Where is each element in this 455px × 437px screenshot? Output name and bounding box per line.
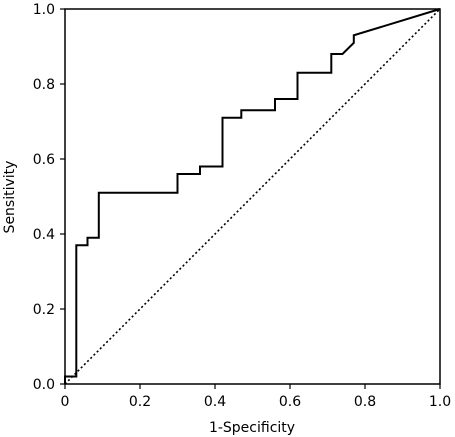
y-tick-label: 0.4 — [33, 227, 55, 243]
reference-diagonal-line — [64, 8, 441, 385]
x-tick-label: 0.8 — [354, 394, 376, 410]
x-axis-label: 1-Specificity — [209, 420, 295, 436]
x-tick-label: 0.6 — [279, 394, 301, 410]
roc-curve-line — [64, 8, 441, 384]
plot-frame — [64, 8, 441, 385]
x-tick-labels: 0 0.2 0.4 0.6 0.8 1.0 — [61, 394, 452, 410]
x-tick-label: 0 — [61, 394, 70, 410]
y-tick-label: 0.0 — [33, 377, 55, 393]
x-tick-label: 0.4 — [204, 394, 226, 410]
y-tick-label: 0.2 — [33, 302, 55, 318]
y-tick-label: 0.8 — [33, 77, 55, 93]
x-tick-label: 0.2 — [129, 394, 151, 410]
y-axis-label: Sensitivity — [2, 161, 18, 234]
y-tick-label: 0.6 — [33, 152, 55, 168]
y-tick-labels: 0.0 0.2 0.4 0.6 0.8 1.0 — [33, 2, 55, 393]
x-tick-label: 1.0 — [429, 394, 451, 410]
y-tick-label: 1.0 — [33, 2, 55, 18]
axis-ticks — [60, 8, 441, 389]
